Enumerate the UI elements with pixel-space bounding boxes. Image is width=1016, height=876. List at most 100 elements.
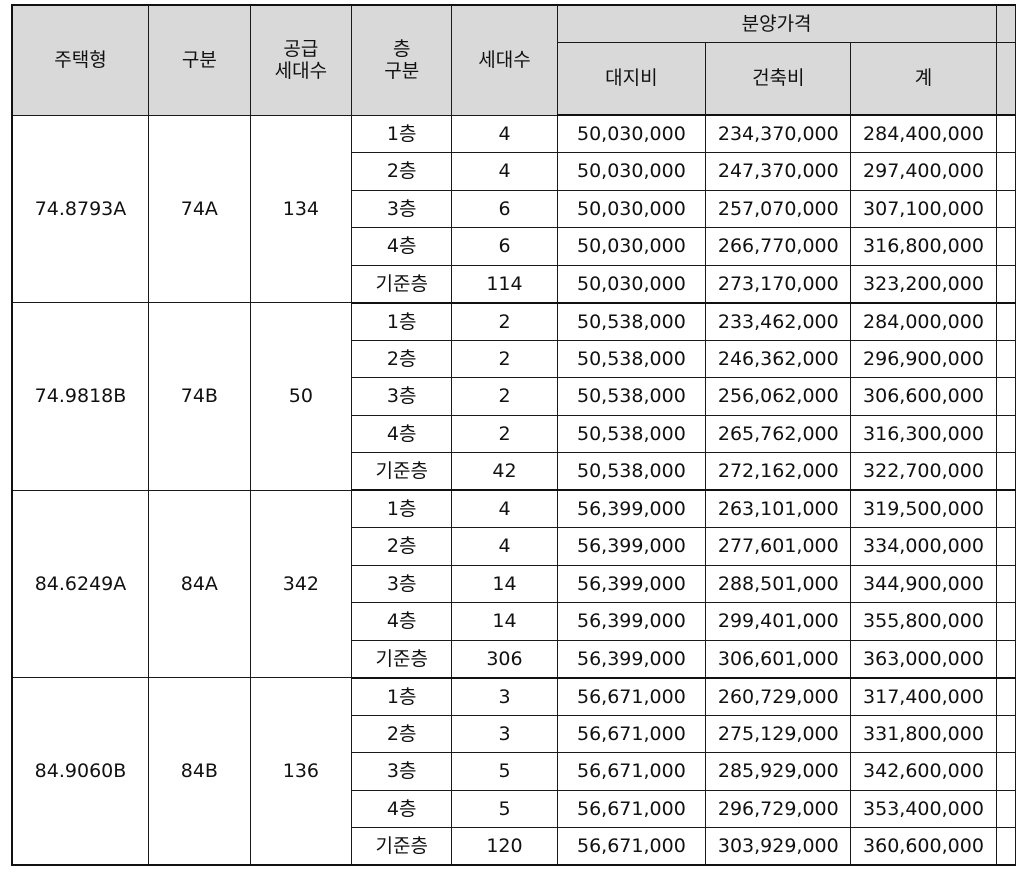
total-cost-cell: 284,400,000	[850, 114, 997, 153]
table-row: 4층 6 50,030,000 266,770,000 316,800,000	[12, 227, 1016, 266]
table-row: 기준층 114 50,030,000 273,170,000 323,200,000	[12, 264, 1016, 304]
building-cost-cell: 247,370,000	[705, 152, 852, 191]
total-cost-cell: 319,500,000	[850, 489, 997, 528]
table-row: 3층 5 56,671,000 285,929,000 342,600,000	[12, 752, 1016, 791]
extra-cell	[995, 414, 1016, 453]
total-cost-cell: 342,600,000	[850, 752, 997, 791]
units-cell: 2	[451, 339, 558, 378]
units-cell: 4	[451, 527, 558, 566]
table-row: 기준층 120 56,671,000 303,929,000 360,600,000	[12, 827, 1016, 866]
floor-cell: 2층	[351, 714, 453, 753]
table-row: 4층 14 56,399,000 299,401,000 355,800,000	[12, 602, 1016, 641]
building-cost-cell: 233,462,000	[705, 302, 852, 341]
division-cell: 74A	[147, 114, 251, 303]
floor-cell: 3층	[351, 752, 453, 791]
extra-cell	[995, 114, 1016, 153]
header-land: 대지비	[556, 41, 707, 116]
total-cost-cell: 334,000,000	[850, 527, 997, 566]
units-cell: 4	[451, 489, 558, 528]
building-cost-cell: 288,501,000	[705, 564, 852, 603]
header-supply-line1: 공급	[283, 38, 319, 61]
land-cost-cell: 50,030,000	[556, 189, 707, 228]
extra-cell	[995, 564, 1016, 603]
units-cell: 42	[451, 452, 558, 491]
land-cost-cell: 56,399,000	[556, 489, 707, 528]
table-row: 4층 5 56,671,000 296,729,000 353,400,000	[12, 789, 1016, 828]
total-cost-cell: 306,600,000	[850, 377, 997, 416]
table-row: 3층 14 56,399,000 288,501,000 344,900,000	[12, 564, 1016, 603]
type-cell: 74.9818B	[11, 302, 149, 491]
building-cost-cell: 256,062,000	[705, 377, 852, 416]
extra-cell	[995, 827, 1016, 866]
units-cell: 4	[451, 152, 558, 191]
header-floor-line1: 층	[392, 38, 411, 61]
units-cell: 5	[451, 789, 558, 828]
building-cost-cell: 299,401,000	[705, 602, 852, 641]
total-cost-cell: 316,300,000	[850, 414, 997, 453]
land-cost-cell: 50,030,000	[556, 114, 707, 153]
total-cost-cell: 355,800,000	[850, 602, 997, 641]
extra-cell	[995, 452, 1016, 491]
table-row: 74.9818B 74B 50 1층 2 50,538,000 233,462,000 284…	[11, 302, 1016, 491]
extra-cell	[995, 677, 1016, 716]
floor-cell: 1층	[351, 489, 453, 528]
land-cost-cell: 50,538,000	[556, 302, 707, 341]
total-cost-cell: 331,800,000	[850, 714, 997, 753]
units-cell: 4	[451, 114, 558, 153]
table-row: 기준층 306 56,399,000 306,601,000 363,000,000	[12, 639, 1016, 679]
type-cell: 74.8793A	[11, 114, 149, 303]
units-cell: 2	[451, 377, 558, 416]
land-cost-cell: 56,671,000	[556, 677, 707, 716]
land-cost-cell: 56,399,000	[556, 602, 707, 641]
total-cost-cell: 363,000,000	[850, 639, 997, 679]
header-supply: 공급 세대수	[249, 4, 353, 116]
floor-cell: 4층	[351, 789, 453, 828]
total-cost-cell: 297,400,000	[850, 152, 997, 191]
units-cell: 14	[451, 602, 558, 641]
extra-cell	[995, 227, 1016, 266]
table-row: 74.8793A 74A 134 1층 4 50,030,000 234,370,000 28…	[11, 114, 1016, 303]
building-cost-cell: 260,729,000	[705, 677, 852, 716]
units-cell: 3	[451, 714, 558, 753]
building-cost-cell: 272,162,000	[705, 452, 852, 491]
land-cost-cell: 50,030,000	[556, 152, 707, 191]
extra-cell	[995, 264, 1016, 304]
building-cost-cell: 277,601,000	[705, 527, 852, 566]
total-cost-cell: 296,900,000	[850, 339, 997, 378]
land-cost-cell: 50,538,000	[556, 452, 707, 491]
header-total: 계	[850, 41, 997, 116]
total-cost-cell: 353,400,000	[850, 789, 997, 828]
extra-cell	[995, 789, 1016, 828]
total-cost-cell: 284,000,000	[850, 302, 997, 341]
floor-cell: 기준층	[351, 452, 453, 491]
building-cost-cell: 273,170,000	[705, 264, 852, 304]
building-cost-cell: 285,929,000	[705, 752, 852, 791]
division-cell: 74B	[147, 302, 251, 491]
floor-cell: 2층	[351, 527, 453, 566]
units-cell: 306	[451, 639, 558, 679]
header-type: 주택형	[11, 4, 149, 116]
building-cost-cell: 234,370,000	[705, 114, 852, 153]
header-division: 구분	[147, 4, 251, 116]
table-header: 주택형 구분 공급 세대수 층 구분 세대수 분양가격 대지비 건축비 계	[11, 4, 1016, 116]
building-cost-cell: 275,129,000	[705, 714, 852, 753]
type-cell: 84.6249A	[11, 489, 149, 678]
building-cost-cell: 246,362,000	[705, 339, 852, 378]
floor-cell: 2층	[351, 152, 453, 191]
table-row: 2층 4 50,030,000 247,370,000 297,400,000	[12, 152, 1016, 191]
total-cost-cell: 344,900,000	[850, 564, 997, 603]
floor-cell: 1층	[351, 302, 453, 341]
units-cell: 6	[451, 189, 558, 228]
total-cost-cell: 316,800,000	[850, 227, 997, 266]
extra-cell	[995, 639, 1016, 679]
header-extra-bottom	[995, 41, 1016, 116]
header-supply-line2: 세대수	[274, 60, 328, 83]
floor-cell: 3층	[351, 564, 453, 603]
units-cell: 114	[451, 264, 558, 304]
floor-cell: 기준층	[351, 639, 453, 679]
floor-cell: 기준층	[351, 827, 453, 866]
header-floor: 층 구분	[351, 4, 453, 116]
table-body: 74.8793A 74A 134 1층 4 50,030,000 234,370,000 28…	[11, 114, 1016, 866]
floor-cell: 2층	[351, 339, 453, 378]
units-cell: 120	[451, 827, 558, 866]
